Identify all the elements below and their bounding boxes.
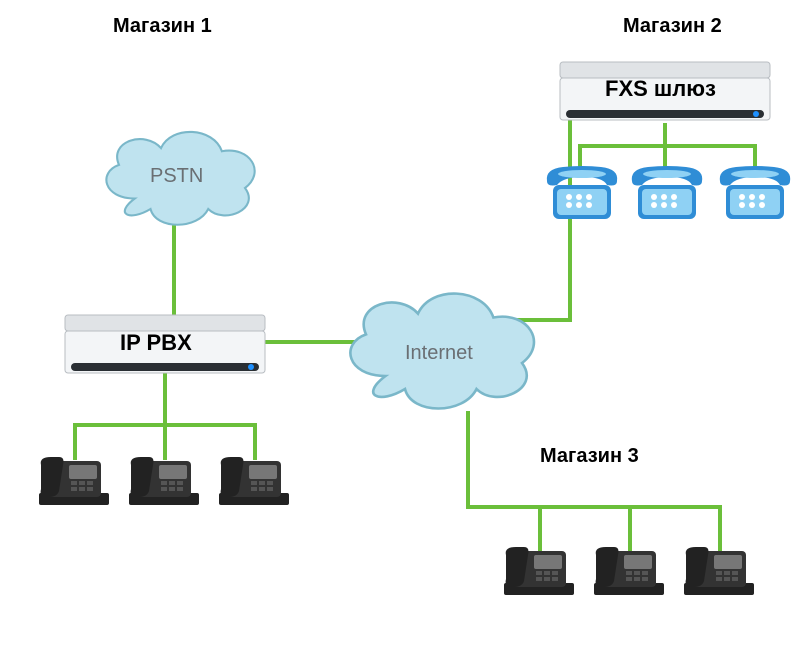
shop1-title: Магазин 1 xyxy=(113,15,212,38)
fxs-label: FXS шлюз xyxy=(605,76,716,102)
pstn-label: PSTN xyxy=(150,165,203,188)
phones-shop2 xyxy=(547,166,790,219)
phones-shop3 xyxy=(504,547,754,595)
shop3-title: Магазин 3 xyxy=(540,445,639,468)
internet-label: Internet xyxy=(405,342,473,365)
shop2-title: Магазин 2 xyxy=(623,15,722,38)
ip-pbx-label: IP PBX xyxy=(120,330,192,356)
phones-shop1 xyxy=(39,457,289,505)
